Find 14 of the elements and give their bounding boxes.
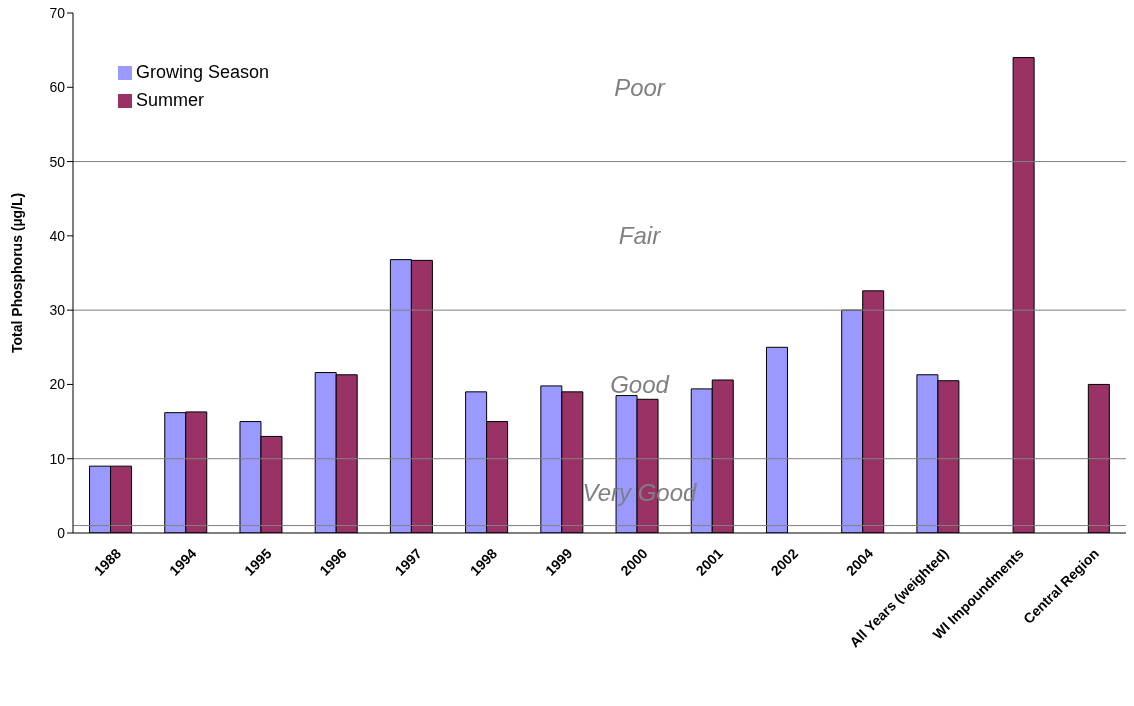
y-tick-label: 70 (49, 4, 66, 21)
legend-label: Summer (136, 90, 205, 110)
legend-label: Growing Season (136, 62, 270, 82)
y-tick-label: 40 (49, 227, 66, 244)
y-tick-label: 10 (49, 450, 66, 467)
y-tick-label: 30 (49, 302, 66, 319)
ref-line-label: Poor (614, 73, 666, 101)
y-tick-label: 0 (57, 524, 66, 541)
y-axis-title: Total Phosphorus (µg/L) (8, 192, 25, 353)
y-tick-label: 20 (49, 376, 66, 393)
y-tick-label: 50 (49, 153, 66, 170)
ref-line-label: Good (610, 370, 670, 398)
ref-line-label: Fair (618, 222, 662, 250)
y-tick-label: 60 (49, 79, 66, 96)
